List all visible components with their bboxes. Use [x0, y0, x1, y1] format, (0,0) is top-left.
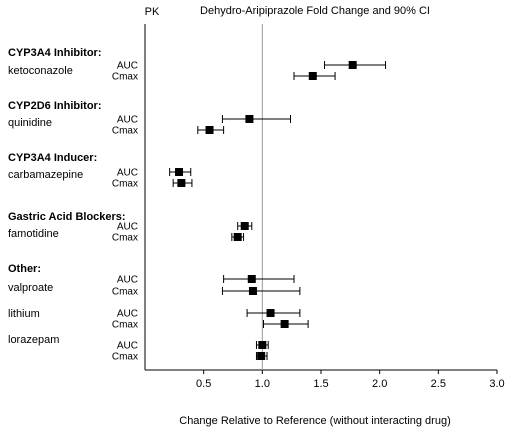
metric-label: Cmax	[112, 287, 138, 298]
group-title: CYP3A4 Inducer:	[8, 152, 97, 164]
x-tick-label: 3.0	[489, 378, 504, 390]
metric-label: Cmax	[112, 352, 138, 363]
point-estimate-marker	[258, 341, 267, 349]
point-estimate-marker	[257, 352, 266, 360]
point-estimate-marker	[240, 222, 249, 230]
drug-name: carbamazepine	[8, 169, 83, 181]
group-title: CYP3A4 Inhibitor:	[8, 47, 102, 59]
x-tick-label: 2.0	[372, 378, 387, 390]
drug-name: quinidine	[8, 117, 52, 129]
point-estimate-marker	[308, 72, 317, 80]
point-estimate-marker	[348, 61, 357, 69]
x-tick-label: 1.5	[313, 378, 328, 390]
point-estimate-marker	[177, 179, 186, 187]
metric-label: Cmax	[112, 179, 138, 190]
group-title: Other:	[8, 263, 41, 275]
metric-label: AUC	[117, 222, 138, 233]
metric-label: Cmax	[112, 320, 138, 331]
point-estimate-marker	[233, 233, 242, 241]
chart-title: Dehydro-Aripiprazole Fold Change and 90%…	[200, 5, 430, 17]
point-estimate-marker	[247, 275, 256, 283]
x-tick-label: 2.5	[431, 378, 446, 390]
metric-label: Cmax	[112, 233, 138, 244]
metric-label: AUC	[117, 115, 138, 126]
drug-name: famotidine	[8, 228, 59, 240]
point-estimate-marker	[175, 168, 184, 176]
point-estimate-marker	[205, 126, 214, 134]
metric-label: AUC	[117, 61, 138, 72]
x-axis-label: Change Relative to Reference (without in…	[179, 415, 450, 427]
metric-label: AUC	[117, 168, 138, 179]
x-tick-label: 1.0	[255, 378, 270, 390]
metric-label: AUC	[117, 309, 138, 320]
point-estimate-marker	[245, 115, 254, 123]
group-title: Gastric Acid Blockers:	[8, 211, 126, 223]
drug-name: lithium	[8, 308, 40, 320]
point-estimate-marker	[266, 309, 275, 317]
drug-name: lorazepam	[8, 334, 59, 346]
metric-label: AUC	[117, 275, 138, 286]
metric-label: Cmax	[112, 126, 138, 137]
point-estimate-marker	[280, 320, 289, 328]
group-title: CYP2D6 Inhibitor:	[8, 100, 102, 112]
metric-label: Cmax	[112, 72, 138, 83]
drug-name: valproate	[8, 282, 53, 294]
x-tick-label: 0.5	[196, 378, 211, 390]
plot-area: 0.5 1.0 1.5 2.0 2.5 3.0 CYP3A4 Inhibitor: ketoc…	[8, 24, 505, 390]
metric-label: AUC	[117, 341, 138, 352]
point-estimate-marker	[248, 287, 257, 295]
drug-name: ketoconazole	[8, 65, 73, 77]
pk-column-header: PK	[145, 6, 160, 18]
